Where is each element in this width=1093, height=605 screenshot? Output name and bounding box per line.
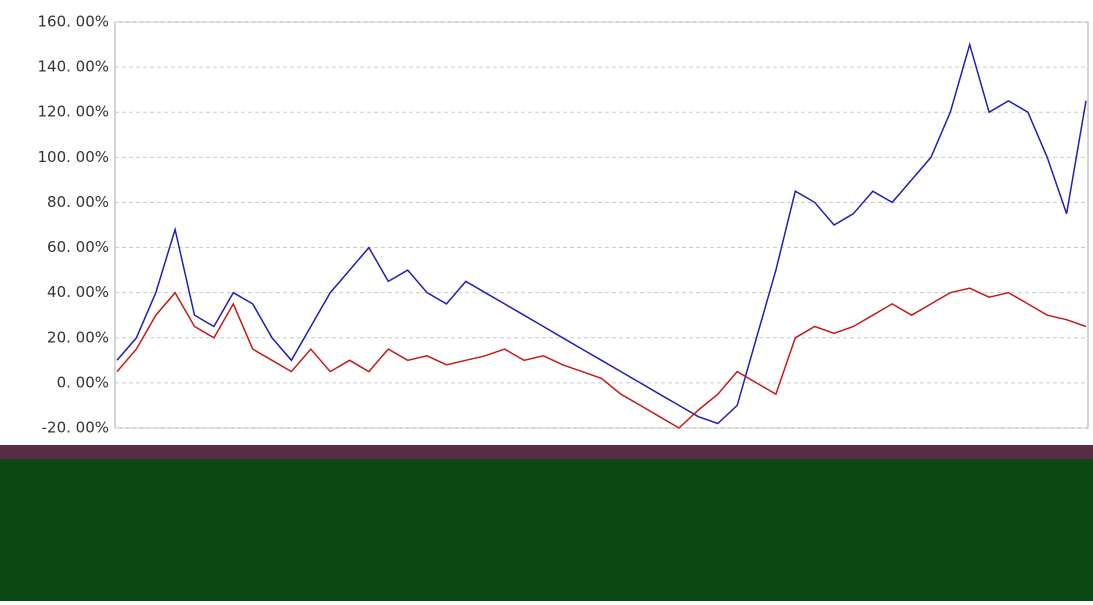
y-tick-label: 20. 00%: [47, 328, 109, 346]
y-tick-label: 120. 00%: [37, 103, 109, 121]
plot-area: -20. 00% 0. 00% 20. 00% 40. 00% 60. 00% 80. 0…: [37, 13, 1089, 437]
y-tick-label: 60. 00%: [47, 238, 109, 256]
line-series: [116, 287, 1087, 429]
y-tick-label: 0. 00%: [57, 373, 109, 391]
line-series: [116, 41, 1087, 425]
y-tick-label: 40. 00%: [47, 283, 109, 301]
glitch-area: [0, 445, 1093, 601]
y-tick-label: -20. 00%: [42, 419, 109, 437]
y-tick-label: 160. 00%: [37, 13, 109, 31]
plot-frame: [114, 21, 1089, 429]
y-tick-label: 80. 00%: [47, 193, 109, 211]
y-tick-label: 100. 00%: [37, 148, 109, 166]
glitch-band: [0, 445, 1093, 459]
y-tick-label: 140. 00%: [37, 58, 109, 76]
